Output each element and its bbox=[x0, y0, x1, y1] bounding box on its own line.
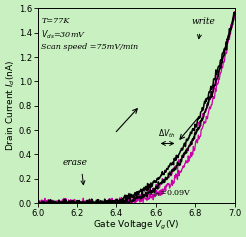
Text: $\Delta V_{th}$: $\Delta V_{th}$ bbox=[158, 128, 175, 140]
Text: T=77K
$V_{ds}$=30mV
Scan speed =75mV/min: T=77K $V_{ds}$=30mV Scan speed =75mV/min bbox=[42, 17, 138, 51]
Y-axis label: Drain Current $I_d$(nA): Drain Current $I_d$(nA) bbox=[5, 60, 17, 151]
X-axis label: Gate Voltage $V_g$(V): Gate Voltage $V_g$(V) bbox=[93, 219, 179, 232]
Text: write: write bbox=[191, 17, 215, 26]
Text: erase: erase bbox=[62, 158, 88, 167]
Text: $\Delta$ $V_{th}$=0.09V: $\Delta$ $V_{th}$=0.09V bbox=[140, 187, 192, 199]
